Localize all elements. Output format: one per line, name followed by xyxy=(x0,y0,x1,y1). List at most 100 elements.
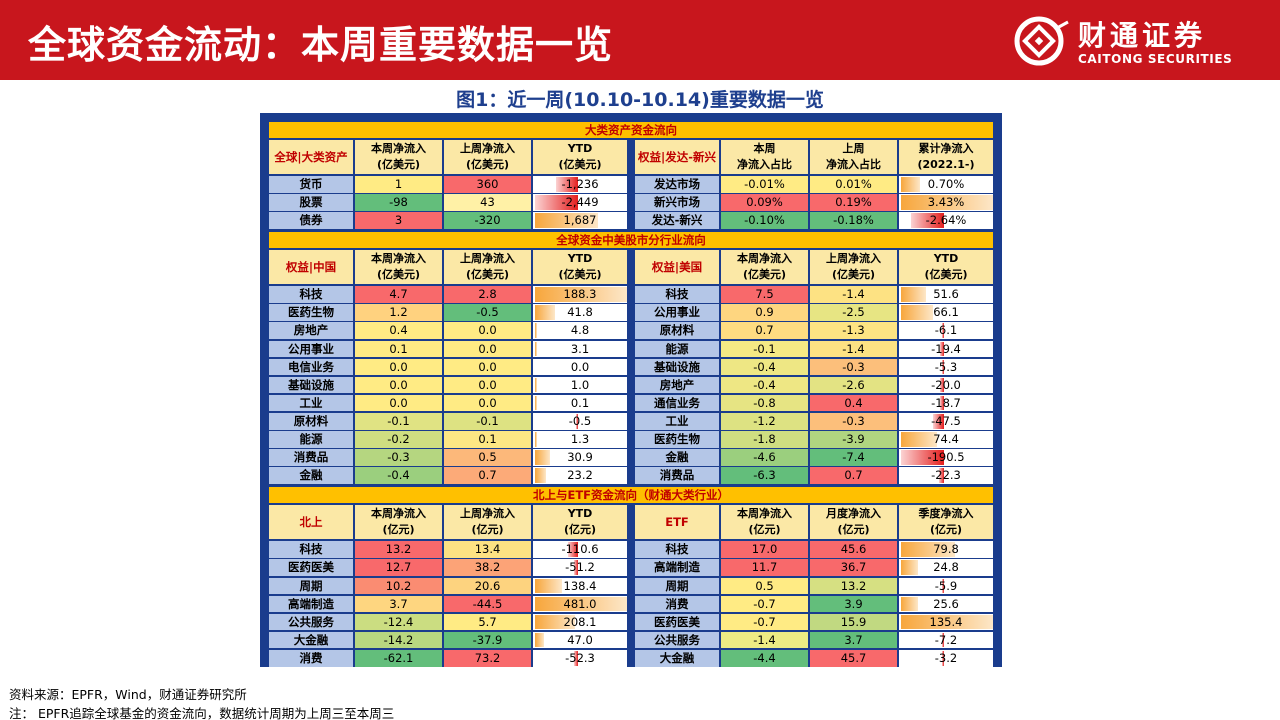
cell-value: -2.6 xyxy=(842,377,865,392)
cell-value: 0.0 xyxy=(478,359,497,374)
section-band: 全球资金中美股市分行业流向 xyxy=(269,232,993,249)
cell-value: -0.7 xyxy=(753,614,776,629)
ytd-cell: -52.3 xyxy=(533,649,627,667)
header-row: 全球|大类资产 本周净流入 (亿美元) 上周净流入 (亿美元) YTD (亿美元) xyxy=(269,140,627,174)
value-cell: -3.9 xyxy=(810,431,897,448)
value-cell: -1.3 xyxy=(810,322,897,340)
cell-value: 3.7 xyxy=(844,632,863,647)
column-header: 本周净流入 (亿美元) xyxy=(721,250,808,285)
column-header: 上周 净流入占比 xyxy=(810,140,897,174)
column-header: 本周净流入 (亿元) xyxy=(721,505,808,540)
table-row: 大金融 -4.4 45.7 -3.2 xyxy=(635,649,993,667)
cell-value: -5.9 xyxy=(934,578,958,593)
table-row: 科技 7.5 -1.4 51.6 xyxy=(635,286,993,303)
table-left: 全球|大类资产 本周净流入 (亿美元) 上周净流入 (亿美元) YTD (亿美元) 货币… xyxy=(269,140,627,230)
cell-value: 12.7 xyxy=(385,560,412,575)
cell-value: 74.4 xyxy=(933,432,959,447)
value-cell: -0.01% xyxy=(721,176,808,193)
value-cell: 17.0 xyxy=(721,541,808,558)
table-row: 医药医美 -0.7 15.9 135.4 xyxy=(635,613,993,631)
value-cell: 0.7 xyxy=(810,467,897,484)
row-label-text: 消费品 xyxy=(659,468,695,483)
row-label-text: 货币 xyxy=(299,177,323,191)
cell-value: 3.7 xyxy=(389,596,408,611)
cell-value: -0.3 xyxy=(842,413,865,428)
table-row: 消费品 -6.3 0.7 -22.3 xyxy=(635,467,993,484)
column-header: YTD (亿美元) xyxy=(533,140,627,174)
value-cell: -1.8 xyxy=(721,431,808,448)
row-label-text: 能源 xyxy=(299,432,323,447)
cell-value: 25.6 xyxy=(933,596,959,611)
cell-value: 3 xyxy=(394,213,403,228)
ytd-cell: -1,236 xyxy=(533,176,627,193)
table-row: 医药生物 1.2 -0.5 41.8 xyxy=(269,304,627,321)
row-label: 科技 xyxy=(635,286,719,303)
row-label-text: 高端制造 xyxy=(288,596,334,611)
ytd-data-bar xyxy=(535,395,537,411)
ytd-data-bar xyxy=(535,195,579,210)
ytd-cell: 4.8 xyxy=(533,322,627,340)
row-label: 公共服务 xyxy=(269,613,353,631)
ytd-cell: 1.3 xyxy=(533,431,627,448)
ytd-data-bar xyxy=(535,632,544,648)
cell-value: 0.0 xyxy=(478,395,497,410)
ytd-data-bar xyxy=(535,287,627,302)
value-cell: 13.2 xyxy=(810,577,897,595)
value-cell: -0.4 xyxy=(355,467,442,484)
table-right: ETF 本周净流入 (亿元) 月度净流入 (亿元) 季度净流入 (亿元) 科技 17.0 4… xyxy=(635,505,993,668)
table-right: 权益|美国 本周净流入 (亿美元) 上周净流入 (亿美元) YTD (亿美元) 科技 7.… xyxy=(635,250,993,485)
ytd-data-bar xyxy=(535,305,556,320)
ytd-cell: -0.5 xyxy=(533,412,627,430)
table-row: 医药生物 -1.8 -3.9 74.4 xyxy=(635,431,993,448)
row-label-text: 周期 xyxy=(665,578,689,593)
cell-value: 51.6 xyxy=(933,287,959,302)
cell-value: 0.0 xyxy=(570,359,590,374)
table-row: 高端制造 3.7 -44.5 481.0 xyxy=(269,595,627,613)
value-cell: 15.9 xyxy=(810,613,897,631)
row-label: 医药生物 xyxy=(635,431,719,448)
cell-value: 2.8 xyxy=(478,287,497,302)
row-label: 发达市场 xyxy=(635,176,719,193)
row-label: 股票 xyxy=(269,194,353,211)
cell-value: -14.2 xyxy=(383,632,414,647)
ytd-cell: -110.6 xyxy=(533,541,627,558)
cell-value: -1.3 xyxy=(842,323,865,338)
table-row: 大金融 -14.2 -37.9 47.0 xyxy=(269,631,627,649)
value-cell: 12.7 xyxy=(355,559,442,577)
ytd-cell: 74.4 xyxy=(899,431,993,448)
row-label-text: 基础设施 xyxy=(654,359,700,374)
cell-value: 10.2 xyxy=(385,578,412,593)
table-category-header: 权益|发达-新兴 xyxy=(635,140,719,174)
row-label-text: 工业 xyxy=(665,413,689,428)
logo-text-cn: 财通证券 xyxy=(1078,19,1207,52)
value-cell: -0.3 xyxy=(355,449,442,466)
ytd-data-bar xyxy=(942,650,945,666)
row-label: 发达-新兴 xyxy=(635,212,719,229)
ytd-cell: 51.6 xyxy=(899,286,993,303)
cell-value: -1,236 xyxy=(561,177,599,191)
row-label-text: 科技 xyxy=(665,287,689,302)
table-row: 货币 1 360 -1,236 xyxy=(269,176,627,193)
cell-value: -2.5 xyxy=(842,305,865,320)
value-cell: -12.4 xyxy=(355,613,442,631)
cell-value: 3.43% xyxy=(927,195,965,210)
ytd-data-bar xyxy=(942,578,945,594)
row-label-text: 原材料 xyxy=(293,413,329,428)
table-row: 房地产 -0.4 -2.6 -20.0 xyxy=(635,376,993,394)
table-row: 医药医美 12.7 38.2 -51.2 xyxy=(269,559,627,577)
cell-value: 0.5 xyxy=(755,578,774,593)
row-label: 公用事业 xyxy=(269,340,353,358)
ytd-data-bar xyxy=(535,578,562,594)
cell-value: -1.4 xyxy=(842,287,865,302)
table-row: 公共服务 -12.4 5.7 208.1 xyxy=(269,613,627,631)
cell-value: 0.0 xyxy=(478,323,497,338)
cell-value: 0.5 xyxy=(478,450,497,465)
cell-value: -22.3 xyxy=(931,468,961,483)
table-row: 工业 -1.2 -0.3 -47.5 xyxy=(635,412,993,430)
row-label: 消费品 xyxy=(269,449,353,466)
header-row: ETF 本周净流入 (亿元) 月度净流入 (亿元) 季度净流入 (亿元) xyxy=(635,505,993,540)
ytd-cell: 3.1 xyxy=(533,340,627,358)
row-label: 货币 xyxy=(269,176,353,193)
value-cell: -0.2 xyxy=(355,431,442,448)
row-label: 消费 xyxy=(635,595,719,613)
